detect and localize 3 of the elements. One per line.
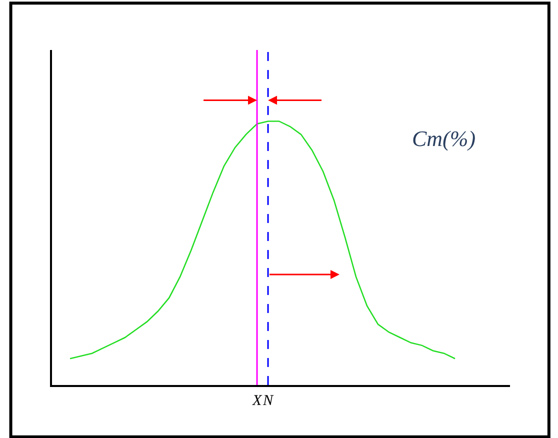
annotation: Cm(%) xyxy=(412,126,476,151)
x-tick-label: N xyxy=(262,392,274,409)
x-tick-label: X xyxy=(251,392,262,409)
